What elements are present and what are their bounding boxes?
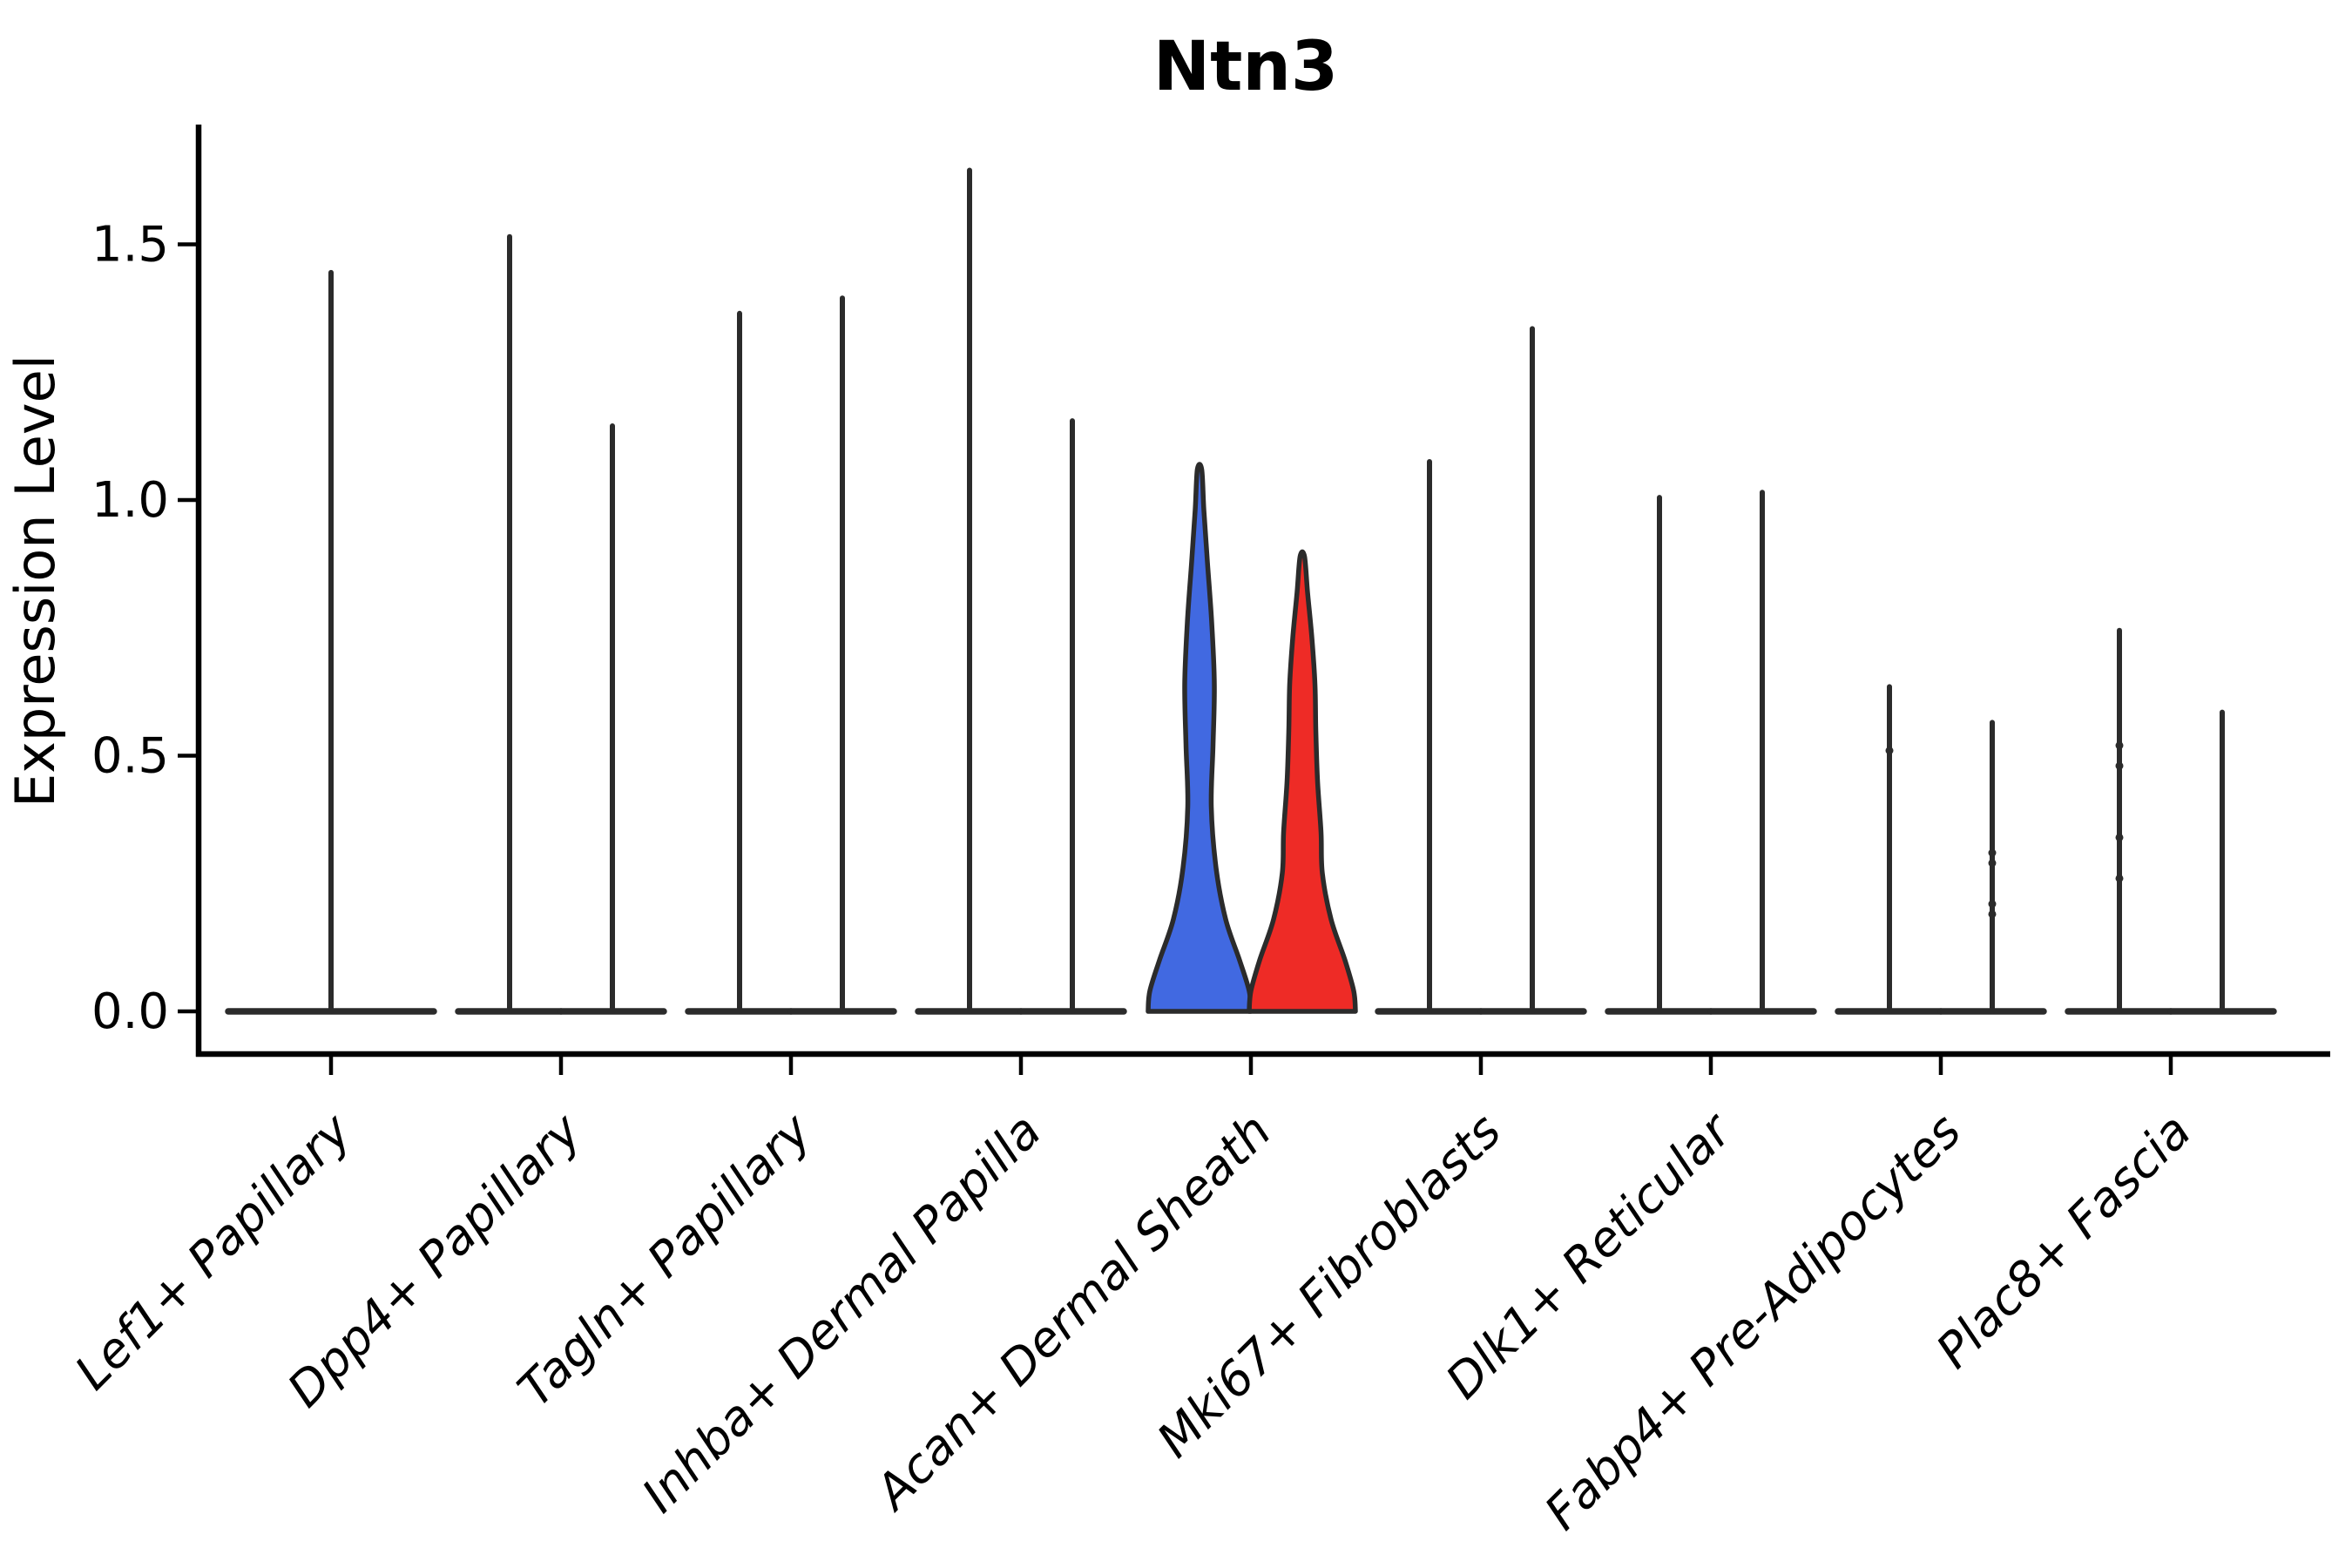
violin-knot xyxy=(1988,909,1997,918)
violin-inhba-right xyxy=(1017,418,1127,1015)
y-tick-label: 0.0 xyxy=(91,983,169,1040)
y-tick-label: 0.5 xyxy=(91,728,169,785)
violin-acan-right xyxy=(1247,549,1358,1014)
violin-knot xyxy=(1988,900,1997,909)
violin-dlk1-left xyxy=(1605,495,1714,1015)
violin-knot xyxy=(1885,747,1894,755)
violin-knot xyxy=(2115,833,2124,841)
y-tick-label: 1.0 xyxy=(91,472,169,529)
y-tick-label: 1.5 xyxy=(91,217,169,274)
violin-mki67-right xyxy=(1477,326,1587,1015)
violin-fabp4-right xyxy=(1937,720,2047,1015)
violin-dlk1-right xyxy=(1707,490,1817,1015)
violin-tagln-right xyxy=(787,295,897,1015)
violin-knot xyxy=(2115,874,2124,882)
violins-layer xyxy=(225,167,2277,1015)
x-tick-label: Fabp4+ Pre-Adipocytes xyxy=(1534,1103,1971,1540)
violin-knot xyxy=(2115,761,2124,770)
plot-title: Ntn3 xyxy=(1153,28,1338,106)
x-tick-label: Acan+ Dermal Sheath xyxy=(863,1103,1282,1522)
violin-knot xyxy=(1988,859,1997,868)
violin-fabp4-left xyxy=(1835,684,1944,1015)
violin-plac8-left xyxy=(2065,627,2174,1015)
violin-mki67-left xyxy=(1375,459,1484,1015)
violin-tagln-left xyxy=(685,310,794,1015)
violin-knot xyxy=(2115,741,2124,750)
violin-acan-left xyxy=(1146,462,1254,1014)
x-tick-label: Inhba+ Dermal Papilla xyxy=(632,1103,1051,1523)
violin-body xyxy=(1146,462,1254,1014)
violin-plac8-right xyxy=(2167,709,2277,1015)
violin-dpp4-right xyxy=(558,422,667,1015)
violin-inhba-left xyxy=(915,167,1024,1015)
y-axis-label: Expression Level xyxy=(3,355,67,808)
violin-body xyxy=(1247,549,1358,1014)
violin-dpp4-left xyxy=(455,233,564,1015)
violin-lef1-full xyxy=(225,269,437,1015)
violin-knot xyxy=(1988,848,1997,857)
